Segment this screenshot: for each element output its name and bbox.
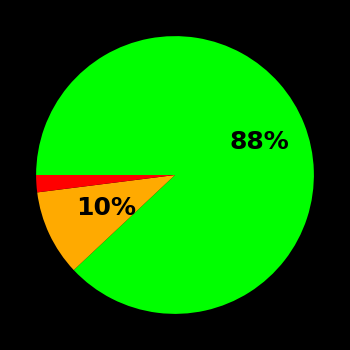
Wedge shape — [36, 175, 175, 192]
Text: 88%: 88% — [229, 130, 289, 154]
Wedge shape — [37, 175, 175, 270]
Wedge shape — [36, 36, 314, 314]
Text: 10%: 10% — [76, 196, 136, 219]
